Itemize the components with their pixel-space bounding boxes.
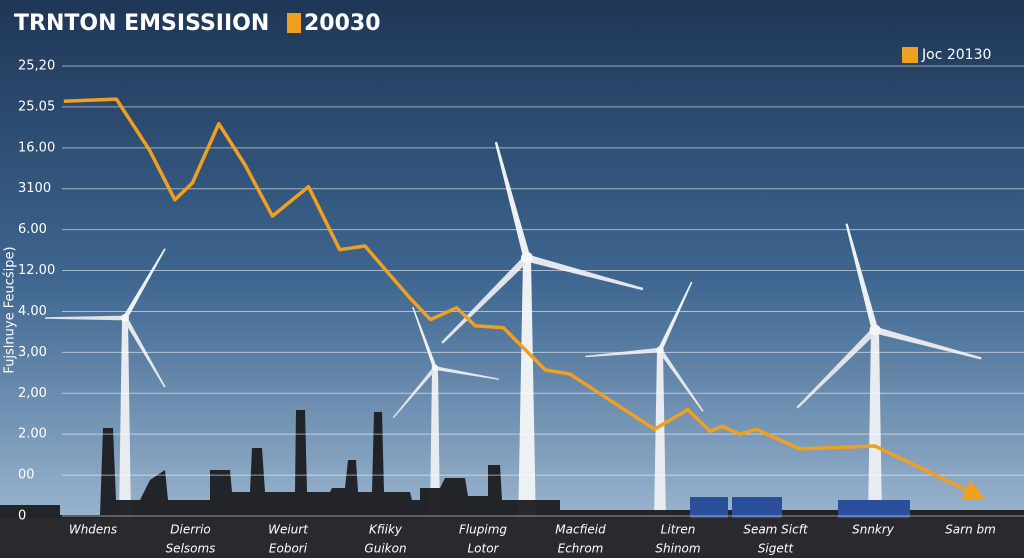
y-tick-label: 12.00 — [18, 263, 55, 278]
x-tick-label: Seam Sicft — [743, 523, 809, 537]
y-tick-label: 3100 — [18, 181, 51, 196]
series-line — [63, 97, 985, 500]
x-tick-label: Whdens — [69, 523, 117, 537]
y-tick-label: 25.05 — [18, 99, 55, 114]
y-tick-label: 2.00 — [18, 427, 47, 442]
x-tick-label: Snnkry — [852, 523, 895, 537]
y-tick-label: 0 — [18, 509, 26, 524]
x-tick-label: Echrom — [558, 542, 604, 556]
y-tick-label: 00 — [18, 468, 35, 483]
legend-label: Joc 20130 — [921, 47, 991, 63]
x-tick-label: Sarn bm — [945, 523, 996, 537]
x-tick-label: Lotor — [467, 542, 499, 556]
y-axis-label: Fujslnuye Feucśipe) — [3, 246, 18, 373]
x-tick-label: Litren — [661, 523, 696, 537]
scenery — [0, 114, 1024, 558]
x-tick-label: Selsoms — [166, 542, 216, 556]
y-tick-label: 2,00 — [18, 386, 47, 401]
y-tick-label: 25,20 — [18, 59, 55, 74]
x-tick-label: Eobori — [269, 542, 308, 556]
x-tick-label: Guikon — [364, 542, 406, 556]
y-tick-label: 6.00 — [18, 222, 47, 237]
y-tick-label: 16.00 — [18, 140, 55, 155]
chart-title: TRNTON EMSISSIION — [14, 11, 269, 36]
x-tick-label: Weiurt — [268, 523, 309, 537]
x-tick-label: Sigett — [758, 542, 795, 556]
x-tick-label: Flupimg — [459, 523, 507, 537]
plot: 0002.002,003,004.0012.006.00310016.0025.… — [18, 47, 1024, 556]
title-marker — [287, 13, 301, 33]
y-tick-label: 4.00 — [18, 304, 47, 319]
x-tick-label: Shinom — [655, 542, 700, 556]
x-tick-label: Dierrio — [170, 523, 211, 537]
x-tick-label: Kfiiky — [369, 523, 403, 537]
y-tick-label: 3,00 — [18, 345, 47, 360]
title-tag: 20030 — [304, 11, 381, 36]
legend-swatch — [902, 47, 918, 63]
x-tick-label: Macfieid — [555, 523, 606, 537]
